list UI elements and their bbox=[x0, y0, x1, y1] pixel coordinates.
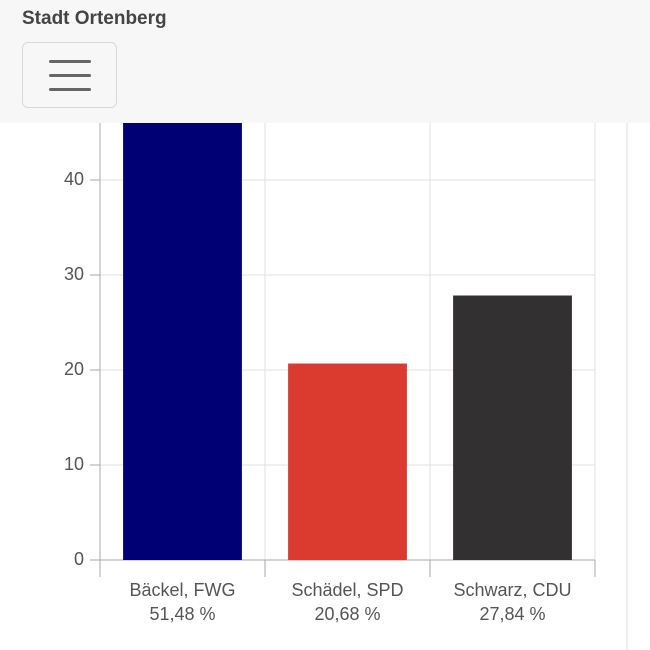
x-tick-label: Bäckel, FWG bbox=[129, 580, 235, 600]
navbar: Stadt Ortenberg bbox=[0, 0, 650, 123]
x-tick-label: Schwarz, CDU bbox=[453, 580, 571, 600]
y-tick-label: 30 bbox=[64, 264, 84, 284]
y-tick-label: 0 bbox=[74, 549, 84, 569]
y-tick-label: 40 bbox=[64, 169, 84, 189]
bar bbox=[123, 70, 242, 560]
menu-button[interactable] bbox=[22, 42, 117, 108]
bar bbox=[288, 363, 407, 560]
value-label: 51,48 % bbox=[149, 604, 215, 624]
site-name: Stadt Ortenberg bbox=[22, 8, 167, 29]
y-tick-label: 20 bbox=[64, 359, 84, 379]
x-tick-label: Schädel, SPD bbox=[291, 580, 403, 600]
y-tick-label: 10 bbox=[64, 454, 84, 474]
value-label: 20,68 % bbox=[314, 604, 380, 624]
bar bbox=[453, 295, 572, 560]
value-label: 27,84 % bbox=[479, 604, 545, 624]
